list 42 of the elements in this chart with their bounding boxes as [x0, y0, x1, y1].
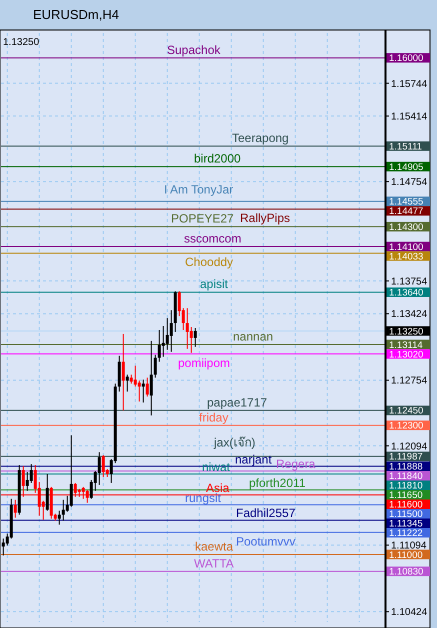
- ref-line-label: apisit: [200, 277, 229, 292]
- text: 1.11888: [389, 462, 423, 473]
- text: 1.11500: [389, 509, 423, 520]
- text: 1.14477: [389, 206, 424, 218]
- ref-line-label: nannan: [233, 329, 274, 344]
- text: 1.11987: [389, 452, 423, 463]
- ref-line-label: bird2000: [194, 152, 242, 166]
- ref-line-label: Teerapong: [232, 131, 289, 146]
- text: 1.11840: [389, 471, 423, 482]
- text: 1.11810: [389, 480, 423, 492]
- text: 1.11600: [389, 500, 423, 511]
- text: 1.13114: [389, 340, 423, 351]
- text: 1.14300: [389, 222, 424, 233]
- ref-line-label: pforth2011: [249, 476, 306, 490]
- text: 1.11650: [389, 490, 423, 502]
- ref-line-label: Supachok: [167, 42, 222, 57]
- text: 1.12300: [389, 420, 424, 432]
- y-tick-label: 1.11094: [391, 540, 427, 552]
- y-tick-label: 1.13754: [391, 276, 428, 288]
- ref-line-label: sscomcom: [184, 232, 242, 246]
- ref-line-label: Fadhil2557: [236, 506, 296, 520]
- y-tick-label: 1.15744: [391, 78, 428, 90]
- y-tick-label: 1.12754: [391, 376, 428, 387]
- ref-line-label: POPEYE27: [171, 212, 234, 226]
- ref-line-label: kaewta: [195, 539, 234, 554]
- ref-line-label: pomiipom: [178, 356, 230, 370]
- ref-line-label: Chooddy: [185, 255, 234, 270]
- ref-line-label: I Am TonyJar: [164, 182, 234, 196]
- ref-line-label: WATTA: [194, 556, 234, 570]
- text: 1.13640: [389, 288, 424, 299]
- ref-line-label: RallyPips: [240, 211, 290, 226]
- ref-line-label: jax(เจ๊ก): [213, 435, 256, 450]
- text: 1.11345: [389, 518, 423, 530]
- y-tick-label: 1.12094: [391, 441, 428, 452]
- title: EURUSDm,H4: [33, 7, 119, 22]
- y-tick-label: 1.15414: [391, 112, 428, 123]
- text: 1.11222: [389, 528, 423, 540]
- text: 1.13250: [389, 326, 424, 338]
- y-tick-label: 1.10424: [391, 607, 428, 618]
- ref-line-label: papae1717: [207, 395, 268, 410]
- ref-line-label: Pootumvvv: [236, 534, 296, 548]
- y-tick-label: 1.13424: [391, 309, 428, 320]
